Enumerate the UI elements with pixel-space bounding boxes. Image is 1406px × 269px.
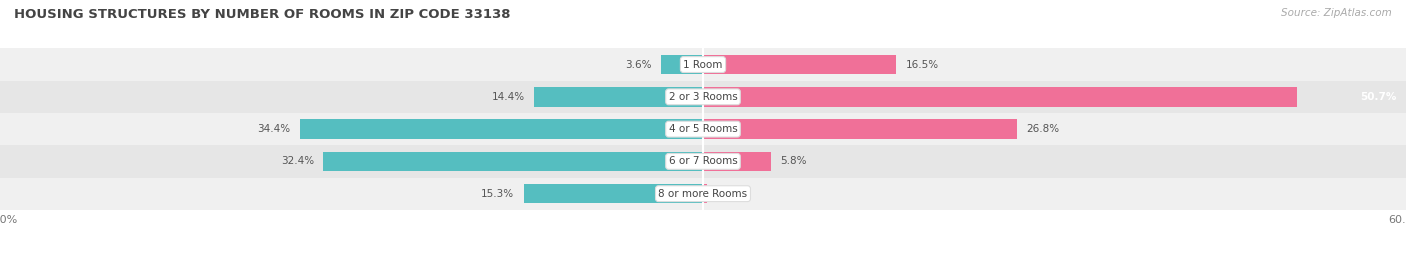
Text: 16.5%: 16.5% (905, 59, 939, 70)
Bar (0, 145, 1406, 178)
Bar (299, 119, 703, 139)
Bar (524, 184, 703, 203)
Bar (0, 113, 1406, 145)
Bar (0, 178, 1406, 210)
Bar (0, 48, 1406, 81)
Bar (703, 55, 897, 74)
Bar (534, 87, 703, 107)
Bar (703, 152, 770, 171)
Text: HOUSING STRUCTURES BY NUMBER OF ROOMS IN ZIP CODE 33138: HOUSING STRUCTURES BY NUMBER OF ROOMS IN… (14, 8, 510, 21)
Text: 50.7%: 50.7% (1360, 92, 1396, 102)
Text: 2 or 3 Rooms: 2 or 3 Rooms (669, 92, 737, 102)
Text: 6 or 7 Rooms: 6 or 7 Rooms (669, 156, 737, 167)
Bar (323, 152, 703, 171)
Bar (0, 81, 1406, 113)
Bar (703, 87, 1298, 107)
Text: 34.4%: 34.4% (257, 124, 291, 134)
Text: 1 Room: 1 Room (683, 59, 723, 70)
Bar (661, 55, 703, 74)
Text: 5.8%: 5.8% (780, 156, 807, 167)
Bar (703, 119, 1017, 139)
Text: 0.31%: 0.31% (716, 189, 749, 199)
Text: 15.3%: 15.3% (481, 189, 515, 199)
Text: 32.4%: 32.4% (281, 156, 314, 167)
Text: 3.6%: 3.6% (624, 59, 651, 70)
Text: Source: ZipAtlas.com: Source: ZipAtlas.com (1281, 8, 1392, 18)
Text: 26.8%: 26.8% (1026, 124, 1060, 134)
Bar (703, 184, 707, 203)
Text: 4 or 5 Rooms: 4 or 5 Rooms (669, 124, 737, 134)
Text: 8 or more Rooms: 8 or more Rooms (658, 189, 748, 199)
Text: 14.4%: 14.4% (492, 92, 524, 102)
